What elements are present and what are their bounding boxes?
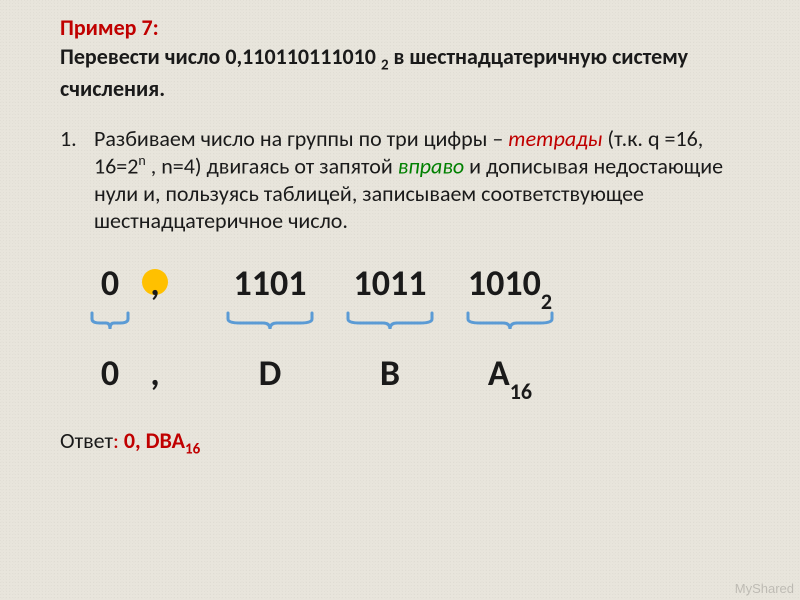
answer: Ответ: 0, DBA16 [60,427,748,458]
binary-g2: 1011 [330,261,450,305]
hex-g2: B [330,351,450,395]
binary-g1: 1101 [210,261,330,305]
step-t3: , n=4) двигаясь от запятой [146,152,398,179]
hex-row: 0 , D B A16 [80,351,748,399]
step-1: 1. Разбиваем число на группы по три цифр… [60,125,748,235]
task-text: Перевести число 0,110110111010 2 в шестн… [60,43,748,103]
step-number: 1. [60,125,77,153]
brace-row [80,311,748,333]
hex-comma: , [140,351,170,395]
brace-2 [330,311,450,333]
hex-int: 0 [80,351,140,395]
answer-label: Ответ [60,427,113,454]
step-tetrads: тетрады [508,125,602,152]
brace-1 [210,311,330,333]
answer-base: 16 [185,441,200,459]
answer-value: 0, DBA [119,427,185,454]
brace-3 [450,311,570,333]
task-part1: Перевести число 0,110110111010 [60,43,381,70]
task-base: 2 [381,56,389,74]
brace-0 [80,311,140,333]
step-exp: n [138,152,145,169]
hex-base: 16 [510,378,532,405]
binary-g3: 10102 [450,261,570,309]
binary-int: 0 [80,261,140,305]
watermark: MyShared [735,581,794,596]
binary-row: 0 , 1101 1011 10102 [80,261,748,309]
binary-comma: , [140,261,170,305]
step-vpravo: вправо [398,152,464,179]
binary-base: 2 [541,288,552,315]
hex-g1: D [210,351,330,395]
step-t1: Разбиваем число на группы по три цифры – [94,125,508,152]
binary-comma-text: , [150,261,159,305]
example-title: Пример 7: [60,14,748,41]
hex-g3: A16 [450,351,570,399]
